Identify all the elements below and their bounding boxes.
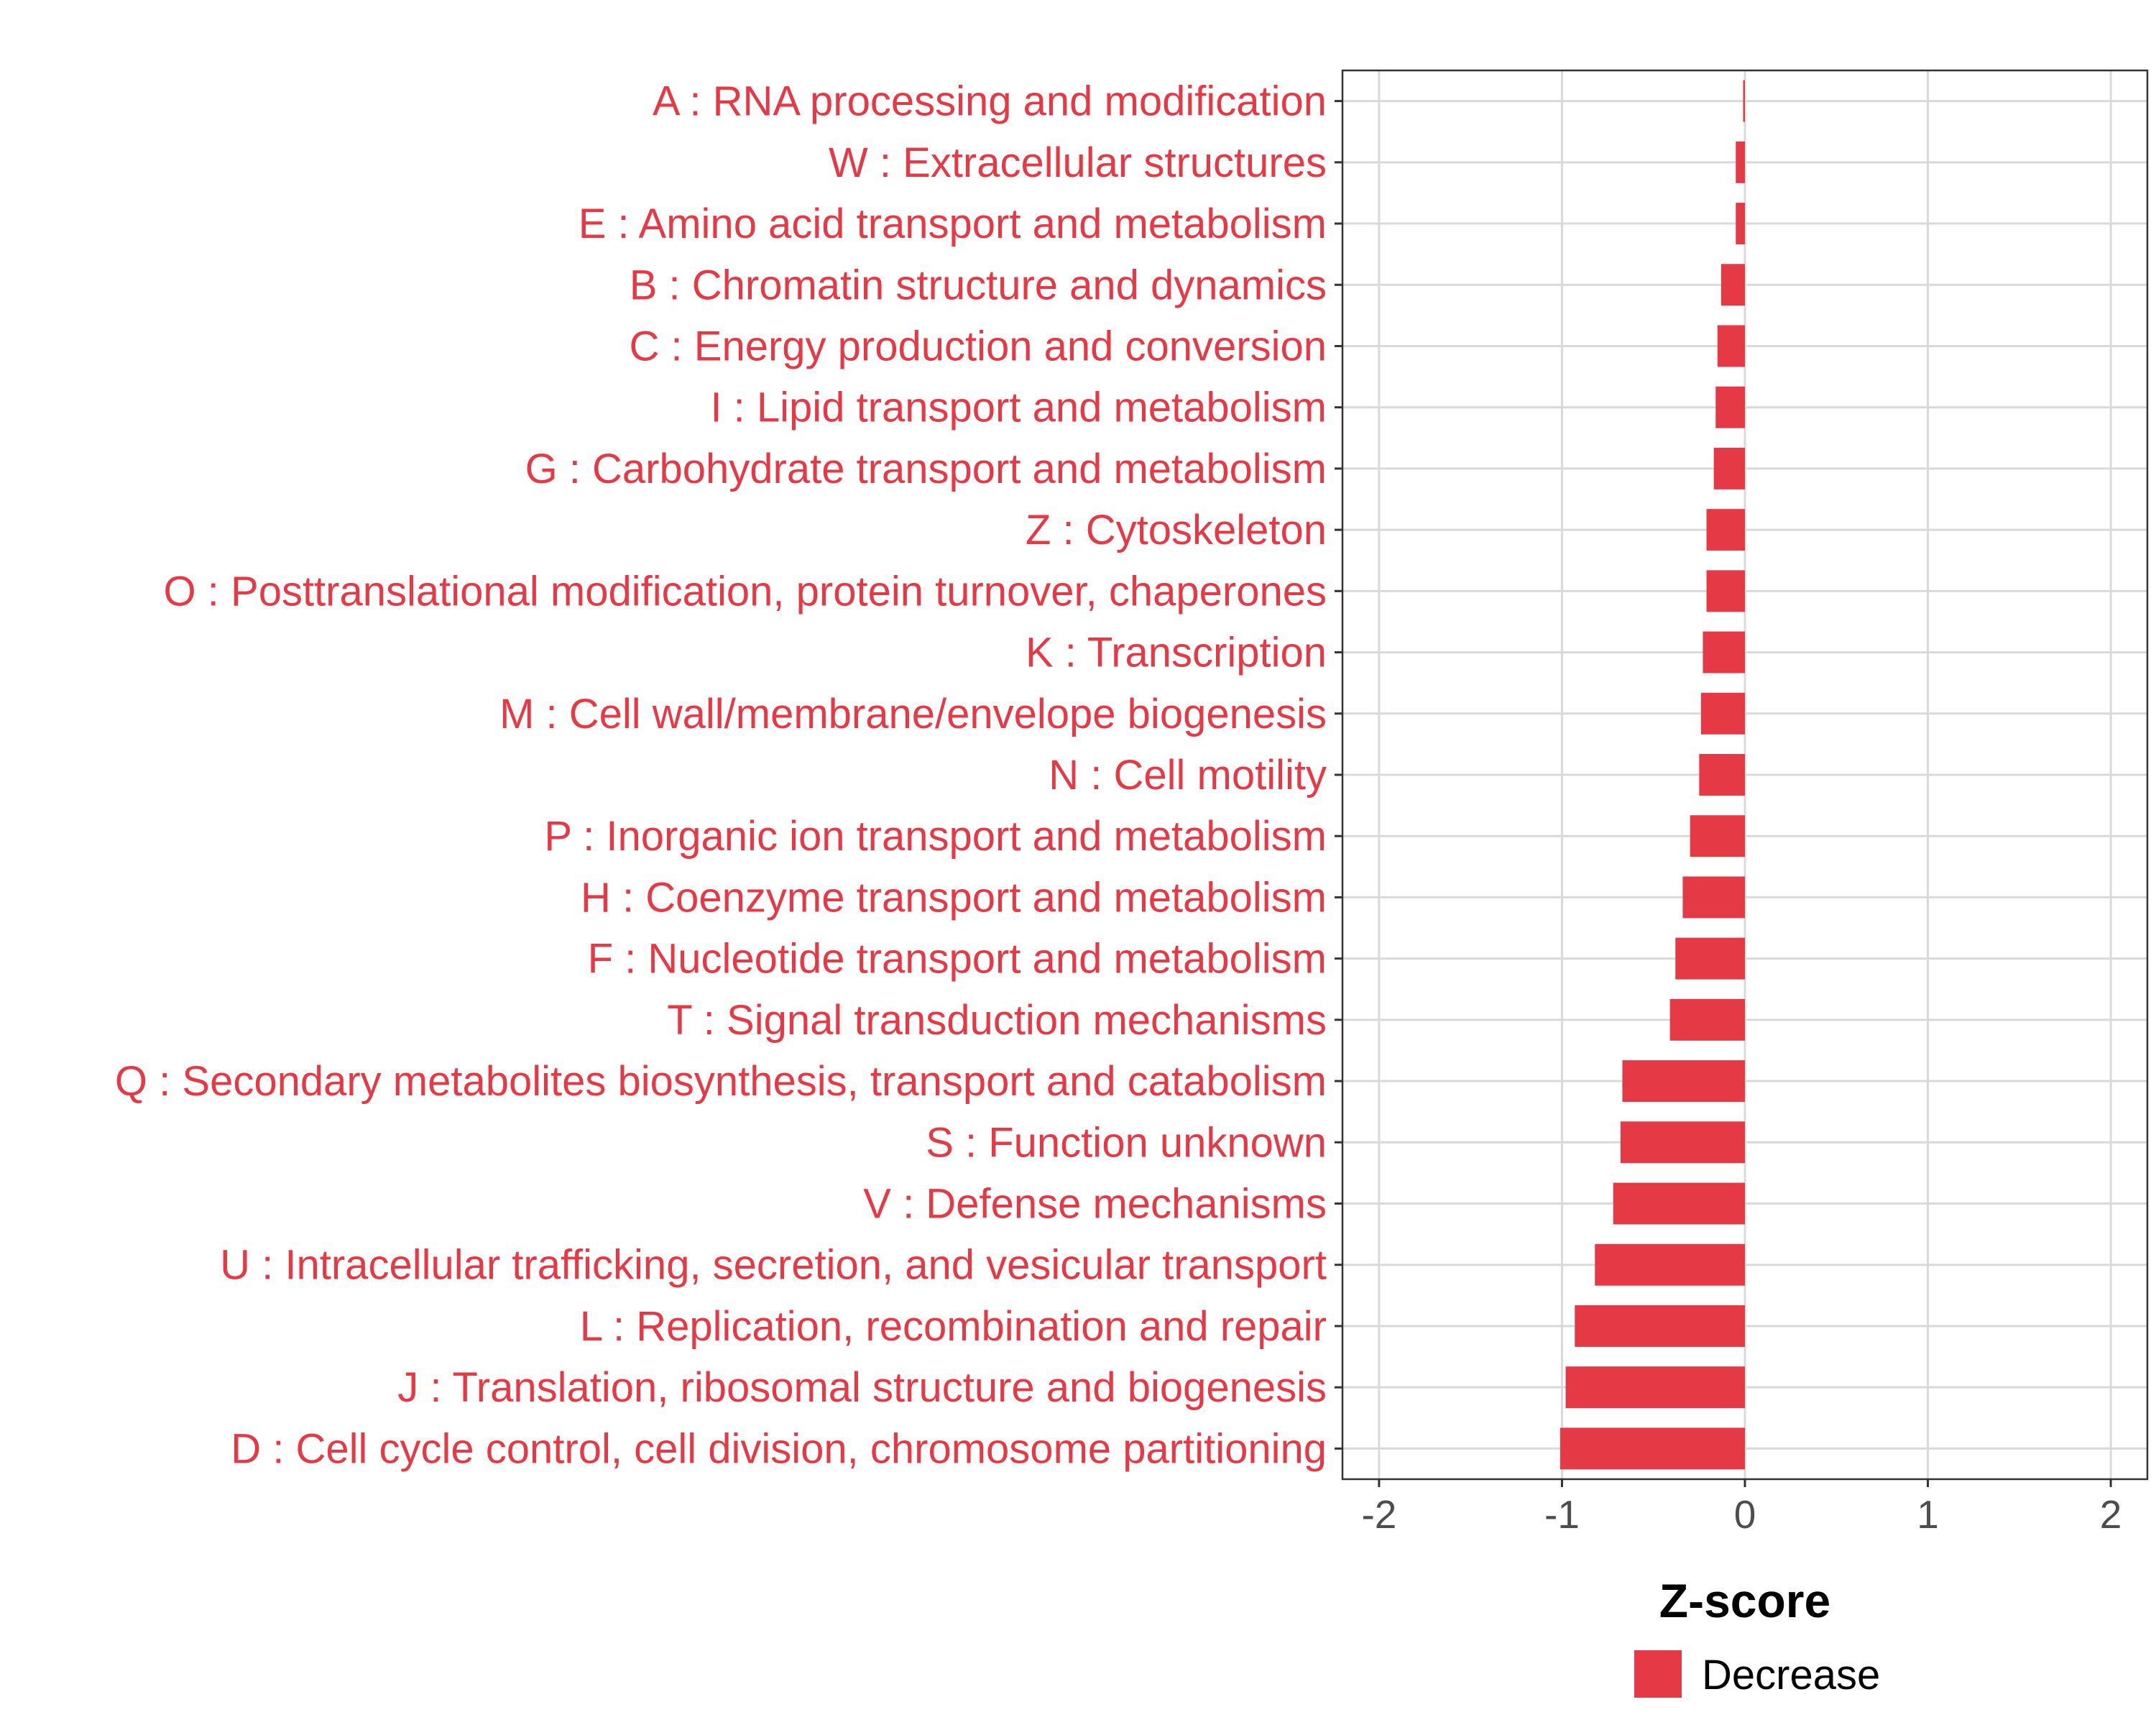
legend-label-decrease: Decrease bbox=[1702, 1652, 1880, 1698]
category-label-g: G : Carbohydrate transport and metabolis… bbox=[525, 446, 1327, 492]
category-label-e: E : Amino acid transport and metabolism bbox=[579, 201, 1327, 247]
category-label-v: V : Defense mechanisms bbox=[863, 1181, 1327, 1228]
x-tick-label: -2 bbox=[1361, 1492, 1396, 1537]
bar-e bbox=[1736, 203, 1745, 245]
bar-f bbox=[1675, 937, 1745, 980]
category-label-h: H : Coenzyme transport and metabolism bbox=[581, 874, 1327, 921]
bar-s bbox=[1620, 1121, 1745, 1164]
category-label-t: T : Signal transduction mechanisms bbox=[667, 997, 1327, 1044]
x-tick-label: 0 bbox=[1734, 1492, 1756, 1537]
category-label-l: L : Replication, recombination and repai… bbox=[580, 1303, 1327, 1350]
category-label-s: S : Function unknown bbox=[926, 1119, 1327, 1166]
x-tick-label: 2 bbox=[2100, 1492, 2122, 1537]
legend-key-decrease bbox=[1634, 1650, 1682, 1698]
bar-i bbox=[1715, 386, 1745, 428]
x-tick-label: -1 bbox=[1544, 1492, 1580, 1537]
bar-g bbox=[1713, 447, 1745, 489]
x-axis-title: Z-score bbox=[1659, 1574, 1830, 1627]
bar-k bbox=[1703, 631, 1745, 673]
bar-z bbox=[1706, 509, 1745, 551]
x-tick-label: 1 bbox=[1917, 1492, 1939, 1537]
bar-t bbox=[1669, 998, 1745, 1041]
bar-n bbox=[1699, 754, 1745, 796]
plot-panel bbox=[1341, 69, 2149, 1481]
category-label-f: F : Nucleotide transport and metabolism bbox=[588, 936, 1327, 983]
category-label-a: A : RNA processing and modification bbox=[653, 78, 1327, 125]
bar-b bbox=[1720, 264, 1745, 306]
bar-c bbox=[1717, 325, 1745, 367]
category-label-i: I : Lipid transport and metabolism bbox=[710, 385, 1327, 431]
category-label-m: M : Cell wall/membrane/envelope biogenes… bbox=[499, 691, 1327, 737]
category-label-j: J : Translation, ribosomal structure and… bbox=[397, 1364, 1327, 1411]
bar-h bbox=[1682, 876, 1745, 919]
category-label-n: N : Cell motility bbox=[1049, 752, 1327, 799]
bar-l bbox=[1575, 1305, 1745, 1347]
category-label-b: B : Chromatin structure and dynamics bbox=[630, 262, 1327, 308]
y-axis: A : RNA processing and modification W : E… bbox=[115, 78, 1342, 1472]
category-label-c: C : Energy production and conversion bbox=[630, 323, 1327, 369]
bar-d bbox=[1560, 1427, 1745, 1470]
x-axis: -2 -1 0 1 2 bbox=[1361, 1479, 2122, 1537]
bar-q bbox=[1622, 1060, 1745, 1103]
bar-j bbox=[1565, 1366, 1745, 1409]
category-label-p: P : Inorganic ion transport and metaboli… bbox=[544, 813, 1327, 860]
category-label-o: O : Posttranslational modification, prot… bbox=[164, 568, 1327, 615]
bars bbox=[1560, 80, 1745, 1470]
bar-w bbox=[1736, 141, 1745, 183]
bar-m bbox=[1700, 692, 1745, 735]
bar-o bbox=[1706, 570, 1745, 612]
bar-p bbox=[1690, 815, 1745, 857]
category-label-q: Q : Secondary metabolites biosynthesis, … bbox=[115, 1058, 1327, 1105]
legend: Decrease bbox=[1634, 1650, 1880, 1698]
category-label-k: K : Transcription bbox=[1026, 630, 1327, 676]
category-label-z: Z : Cytoskeleton bbox=[1026, 507, 1327, 553]
bar-a bbox=[1743, 80, 1745, 122]
category-label-u: U : Intracellular trafficking, secretion… bbox=[220, 1242, 1327, 1289]
category-label-d: D : Cell cycle control, cell division, c… bbox=[231, 1425, 1327, 1472]
bar-u bbox=[1595, 1243, 1745, 1286]
category-label-w: W : Extracellular structures bbox=[829, 139, 1327, 186]
bar-v bbox=[1613, 1182, 1745, 1225]
